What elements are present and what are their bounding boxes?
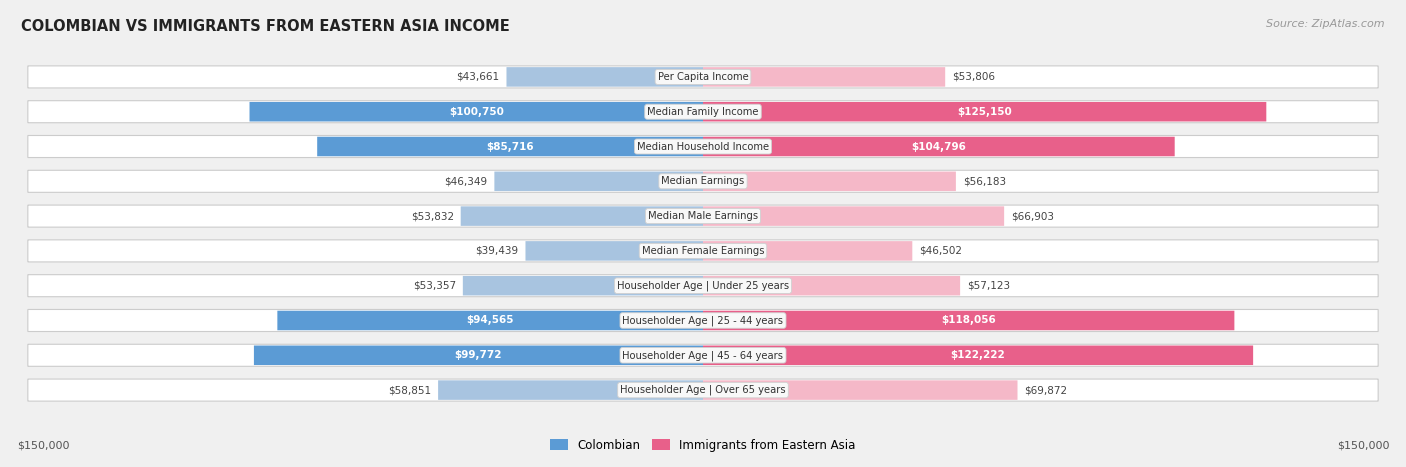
FancyBboxPatch shape: [703, 171, 956, 191]
FancyBboxPatch shape: [28, 275, 1378, 297]
Text: $57,123: $57,123: [967, 281, 1010, 290]
FancyBboxPatch shape: [28, 310, 1378, 332]
Text: COLOMBIAN VS IMMIGRANTS FROM EASTERN ASIA INCOME: COLOMBIAN VS IMMIGRANTS FROM EASTERN ASI…: [21, 19, 510, 34]
Text: Median Earnings: Median Earnings: [661, 177, 745, 186]
FancyBboxPatch shape: [703, 137, 1174, 156]
Text: Householder Age | Over 65 years: Householder Age | Over 65 years: [620, 385, 786, 396]
Text: Median Female Earnings: Median Female Earnings: [641, 246, 765, 256]
Text: $56,183: $56,183: [963, 177, 1005, 186]
Text: $94,565: $94,565: [467, 316, 515, 325]
FancyBboxPatch shape: [28, 135, 1378, 157]
Text: $125,150: $125,150: [957, 107, 1012, 117]
FancyBboxPatch shape: [254, 346, 703, 365]
Text: Median Male Earnings: Median Male Earnings: [648, 211, 758, 221]
FancyBboxPatch shape: [277, 311, 703, 330]
FancyBboxPatch shape: [463, 276, 703, 296]
Text: $99,772: $99,772: [454, 350, 502, 360]
FancyBboxPatch shape: [703, 102, 1267, 121]
Text: $53,806: $53,806: [952, 72, 995, 82]
FancyBboxPatch shape: [703, 311, 1234, 330]
Text: $150,000: $150,000: [17, 441, 69, 451]
Text: Source: ZipAtlas.com: Source: ZipAtlas.com: [1267, 19, 1385, 28]
Text: $100,750: $100,750: [449, 107, 503, 117]
Text: $118,056: $118,056: [941, 316, 995, 325]
Text: $122,222: $122,222: [950, 350, 1005, 360]
FancyBboxPatch shape: [703, 241, 912, 261]
Text: $150,000: $150,000: [1337, 441, 1389, 451]
FancyBboxPatch shape: [28, 379, 1378, 401]
FancyBboxPatch shape: [703, 206, 1004, 226]
Text: $46,502: $46,502: [920, 246, 962, 256]
FancyBboxPatch shape: [28, 101, 1378, 123]
FancyBboxPatch shape: [439, 380, 703, 400]
FancyBboxPatch shape: [28, 205, 1378, 227]
Text: $58,851: $58,851: [388, 385, 432, 395]
FancyBboxPatch shape: [703, 276, 960, 296]
FancyBboxPatch shape: [28, 240, 1378, 262]
FancyBboxPatch shape: [28, 170, 1378, 192]
Text: $104,796: $104,796: [911, 142, 966, 151]
Text: $39,439: $39,439: [475, 246, 519, 256]
Text: $46,349: $46,349: [444, 177, 488, 186]
Text: Householder Age | Under 25 years: Householder Age | Under 25 years: [617, 281, 789, 291]
Text: $43,661: $43,661: [457, 72, 499, 82]
FancyBboxPatch shape: [318, 137, 703, 156]
FancyBboxPatch shape: [495, 171, 703, 191]
Text: Median Family Income: Median Family Income: [647, 107, 759, 117]
FancyBboxPatch shape: [249, 102, 703, 121]
Text: Median Household Income: Median Household Income: [637, 142, 769, 151]
FancyBboxPatch shape: [506, 67, 703, 87]
FancyBboxPatch shape: [703, 346, 1253, 365]
FancyBboxPatch shape: [28, 66, 1378, 88]
FancyBboxPatch shape: [526, 241, 703, 261]
Text: $85,716: $85,716: [486, 142, 534, 151]
Text: Householder Age | 25 - 44 years: Householder Age | 25 - 44 years: [623, 315, 783, 326]
Text: Householder Age | 45 - 64 years: Householder Age | 45 - 64 years: [623, 350, 783, 361]
FancyBboxPatch shape: [461, 206, 703, 226]
Text: $53,357: $53,357: [413, 281, 456, 290]
FancyBboxPatch shape: [28, 344, 1378, 366]
FancyBboxPatch shape: [703, 67, 945, 87]
Text: $66,903: $66,903: [1011, 211, 1054, 221]
Legend: Colombian, Immigrants from Eastern Asia: Colombian, Immigrants from Eastern Asia: [546, 434, 860, 456]
Text: $69,872: $69,872: [1025, 385, 1067, 395]
Text: $53,832: $53,832: [411, 211, 454, 221]
FancyBboxPatch shape: [703, 380, 1018, 400]
Text: Per Capita Income: Per Capita Income: [658, 72, 748, 82]
